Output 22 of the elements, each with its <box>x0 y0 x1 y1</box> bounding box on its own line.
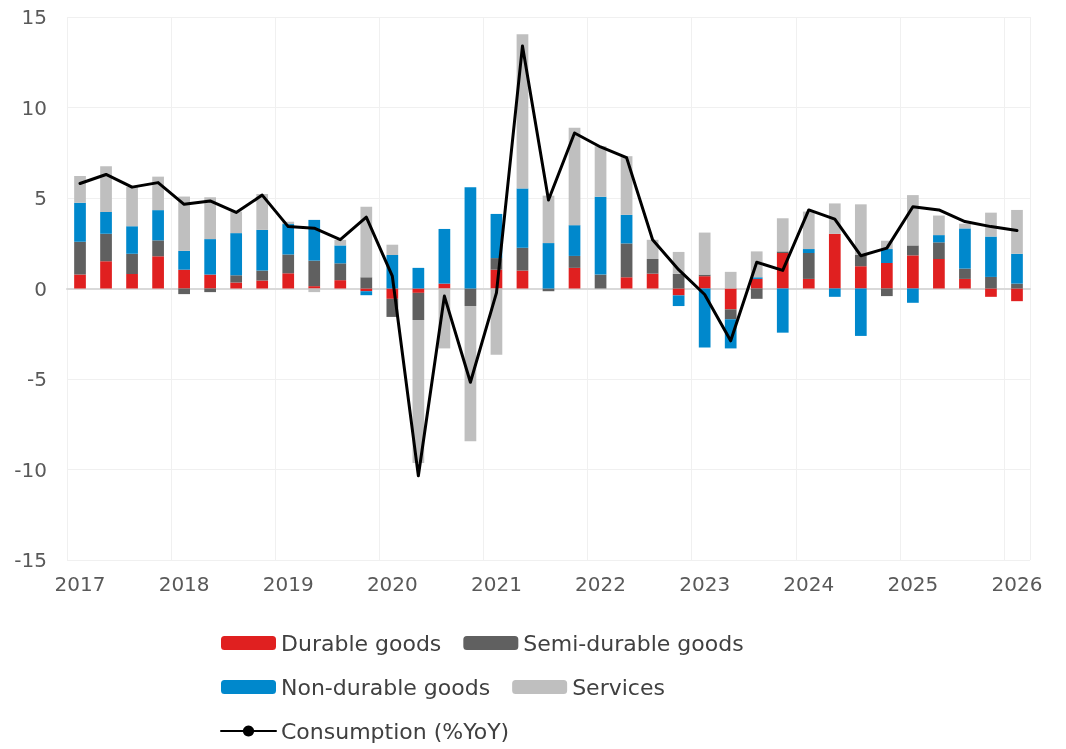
x-tick-label: 2021 <box>470 572 522 596</box>
y-tick-label: 15 <box>21 5 47 29</box>
legend-label: Semi-durable goods <box>523 630 744 656</box>
x-tick-label: 2019 <box>262 572 314 596</box>
x-tick-label: 2022 <box>575 572 627 596</box>
x-tick-label: 2024 <box>783 572 835 596</box>
legend-label: Durable goods <box>281 630 442 656</box>
x-tick-label: 2026 <box>991 572 1043 596</box>
y-tick-label: 5 <box>34 186 47 210</box>
legend-label: Consumption (%YoY) <box>281 718 510 744</box>
y-tick-label: -15 <box>14 548 47 572</box>
x-tick-label: 2018 <box>158 572 210 596</box>
y-tick-label: -10 <box>14 457 47 482</box>
legend-label: Services <box>572 674 665 700</box>
legend-label: Non-durable goods <box>281 674 491 700</box>
y-tick-label: 10 <box>21 95 47 120</box>
y-tick-label: -5 <box>27 367 47 391</box>
x-tick-label: 2023 <box>679 572 731 596</box>
x-tick-label: 2025 <box>887 572 939 596</box>
x-tick-label: 2020 <box>366 572 418 596</box>
x-tick-label: 2017 <box>54 572 106 596</box>
y-tick-label: 0 <box>34 276 47 301</box>
